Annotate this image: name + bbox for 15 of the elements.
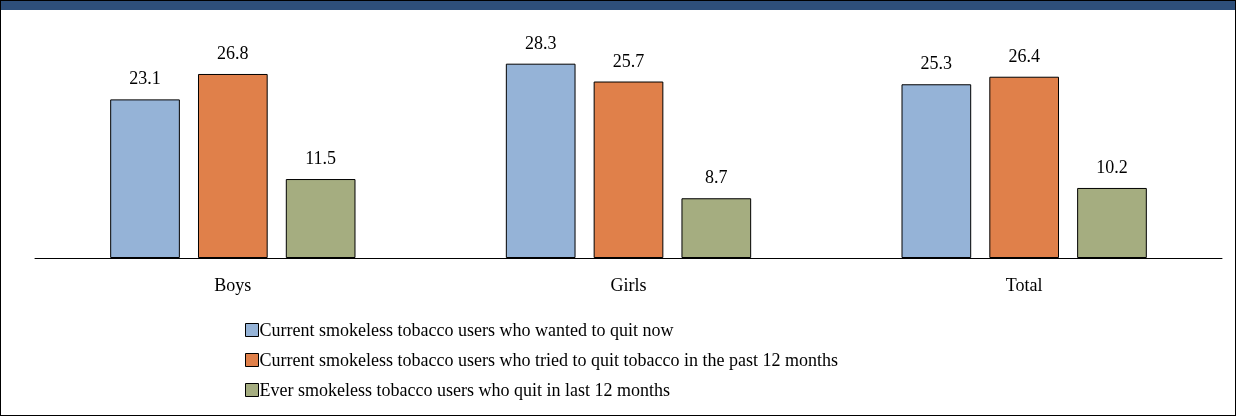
data-label: 26.8 [217, 42, 249, 63]
legend-label: Current smokeless tobacco users who tried to quit tobacco in the past 12 months [259, 350, 838, 370]
legend-label: Ever smokeless tobacco users who quit in last 12 months [259, 380, 670, 400]
x-tick-label: Total [1005, 275, 1043, 295]
data-label: 26.4 [1008, 45, 1040, 66]
data-label: 25.7 [612, 50, 645, 71]
data-label: 10.2 [1096, 156, 1128, 177]
x-tick-label: Girls [610, 275, 647, 295]
legend-label: Current smokeless tobacco users who wanted to quit now [259, 320, 674, 340]
data-label: 11.5 [305, 148, 337, 169]
data-label: 8.7 [705, 167, 728, 188]
x-tick-label: Boys [214, 275, 252, 295]
data-label: 28.3 [524, 32, 557, 53]
data-label: 25.3 [920, 53, 953, 74]
data-label: 23.1 [129, 68, 161, 89]
